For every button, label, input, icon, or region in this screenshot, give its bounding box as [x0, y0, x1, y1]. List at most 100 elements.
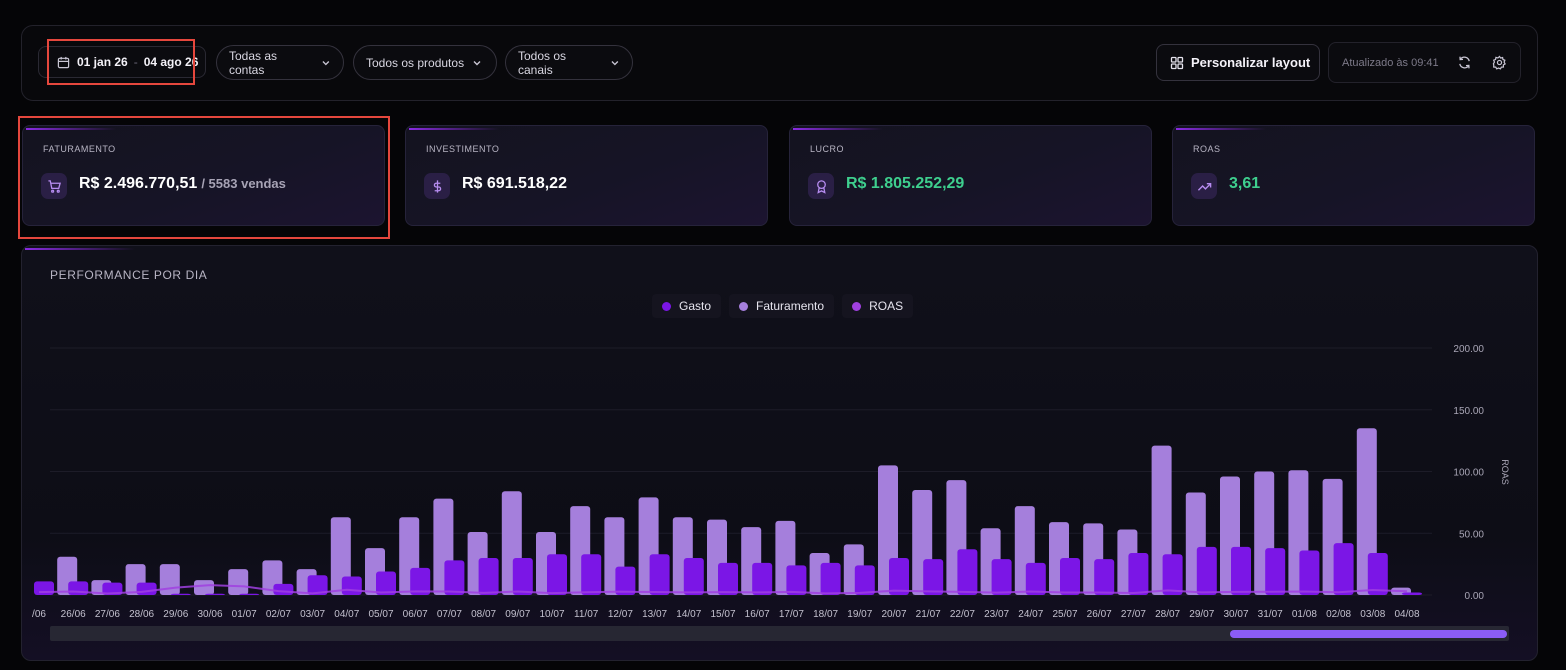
bar-gasto — [683, 557, 704, 595]
bar-gasto — [1094, 559, 1115, 595]
accounts-label: Todas as contas — [229, 48, 278, 77]
x-tick-label: 01/08 — [1292, 609, 1317, 620]
kpi-sales-count: / 5583 vendas — [201, 176, 286, 191]
chart-scrollbar-thumb[interactable] — [1230, 630, 1507, 638]
bar-gasto — [376, 571, 396, 595]
x-tick-label: 08/07 — [471, 609, 496, 620]
bar-gasto — [957, 549, 978, 595]
kpi-value: R$ 1.805.252,29 — [846, 175, 965, 192]
performance-chart-panel: PERFORMANCE POR DIA Gasto Faturamento RO… — [21, 245, 1538, 661]
bar-gasto — [547, 554, 567, 595]
chevron-down-icon — [322, 60, 330, 65]
bar-faturamento — [194, 580, 214, 595]
kpi-label: FATURAMENTO — [43, 144, 116, 154]
bar-gasto — [820, 562, 841, 595]
bar-gasto — [170, 593, 191, 595]
bar-gasto — [1162, 554, 1183, 595]
kpi-label: ROAS — [1193, 144, 1221, 154]
cart-icon — [41, 173, 67, 199]
kpi-card-faturamento: FATURAMENTO R$ 2.496.770,51/ 5583 vendas — [22, 125, 385, 226]
bar-chart: 0.00 50.00 100.00 150.00 200.00 ROAS/06 26/06 2… — [32, 344, 1510, 620]
legend-dot — [739, 301, 749, 311]
legend-item-gasto[interactable]: Gasto — [652, 294, 722, 318]
legend-item-faturamento[interactable]: Faturamento — [729, 294, 835, 318]
date-range-picker[interactable]: 01 jan 26 - 04 ago 26 — [38, 46, 206, 78]
date-highlight-box — [47, 39, 195, 85]
bar-gasto — [478, 557, 499, 595]
legend-item-roas[interactable]: ROAS — [842, 294, 914, 318]
chart-title: PERFORMANCE POR DIA — [50, 268, 208, 282]
grid-icon — [1170, 56, 1184, 69]
x-tick-label: 24/07 — [1018, 609, 1043, 620]
x-tick-label: 18/07 — [813, 609, 838, 620]
x-tick-label: 28/06 — [129, 609, 154, 620]
x-tick-label: 19/07 — [847, 609, 872, 620]
y-tick-label: 200.00 — [1453, 344, 1484, 355]
chevron-down-icon — [473, 60, 481, 65]
line-roas — [38, 584, 1408, 595]
y-tick-label: 100.00 — [1453, 468, 1484, 479]
bar-gasto — [136, 582, 157, 595]
x-tick-label: 30/06 — [197, 609, 222, 620]
chart-legend: Gasto Faturamento ROAS — [652, 294, 914, 318]
gear-icon — [1492, 55, 1506, 70]
x-tick-label: 22/07 — [950, 609, 975, 620]
x-tick-label: 26/07 — [1087, 609, 1112, 620]
refresh-button[interactable] — [1457, 55, 1472, 73]
bar-gasto — [649, 554, 670, 595]
bar-gasto — [1196, 546, 1217, 595]
date-end: 04 ago 26 — [143, 55, 199, 69]
x-tick-label: 31/07 — [1258, 609, 1283, 620]
accounts-dropdown[interactable]: Todas as contas — [216, 45, 344, 80]
x-tick-label: 21/07 — [916, 609, 941, 620]
channels-label: Todos os canais — [518, 48, 567, 77]
legend-label: Faturamento — [756, 299, 825, 313]
products-dropdown[interactable]: Todos os produtos — [353, 45, 497, 80]
y-tick-label: 0.00 — [1465, 591, 1485, 602]
kpi-card-investimento: INVESTIMENTO R$ 691.518,22 — [405, 125, 768, 226]
x-tick-label: /06 — [32, 609, 46, 620]
legend-label: Gasto — [679, 299, 712, 313]
bar-gasto — [1128, 553, 1149, 595]
x-tick-label: 29/07 — [1189, 609, 1214, 620]
kpi-card-roas: ROAS 3,61 — [1172, 125, 1535, 226]
x-tick-label: 07/07 — [437, 609, 462, 620]
bar-gasto — [1025, 562, 1046, 595]
chart-scrollbar-track[interactable] — [50, 626, 1509, 641]
bar-faturamento — [159, 564, 180, 595]
x-tick-label: 23/07 — [984, 609, 1009, 620]
calendar-icon — [57, 56, 70, 68]
y-tick-label: 150.00 — [1453, 406, 1484, 417]
bar-gasto — [1333, 543, 1354, 595]
x-tick-label: 26/06 — [61, 609, 86, 620]
settings-button[interactable] — [1492, 55, 1507, 73]
kpi-value-row: R$ 2.496.770,51/ 5583 vendas — [79, 175, 286, 193]
bar-gasto — [615, 566, 636, 595]
bar-gasto — [307, 575, 328, 595]
x-tick-label: 12/07 — [608, 609, 633, 620]
bar-gasto — [102, 582, 123, 595]
products-label: Todos os produtos — [366, 55, 465, 70]
x-tick-label: 27/06 — [95, 609, 120, 620]
x-tick-label: 11/07 — [574, 609, 599, 620]
dollar-icon — [424, 173, 450, 199]
bar-gasto — [752, 562, 773, 595]
bar-gasto — [239, 593, 260, 595]
bar-gasto — [273, 583, 294, 595]
x-tick-label: 25/07 — [1052, 609, 1077, 620]
x-tick-label: 16/07 — [745, 609, 770, 620]
x-tick-label: 10/07 — [539, 609, 564, 620]
customize-layout-button[interactable]: Personalizar layout — [1156, 44, 1320, 81]
bar-gasto — [410, 567, 431, 595]
x-tick-label: 09/07 — [505, 609, 530, 620]
channels-dropdown[interactable]: Todos os canais — [505, 45, 633, 80]
kpi-value: 3,61 — [1229, 175, 1261, 192]
x-tick-label: 17/07 — [779, 609, 804, 620]
bar-gasto — [1231, 546, 1251, 595]
legend-dot — [852, 301, 862, 311]
refresh-icon — [1459, 56, 1470, 69]
bar-gasto — [1299, 550, 1320, 595]
x-tick-label: 13/07 — [642, 609, 667, 620]
bar-gasto — [923, 559, 944, 595]
